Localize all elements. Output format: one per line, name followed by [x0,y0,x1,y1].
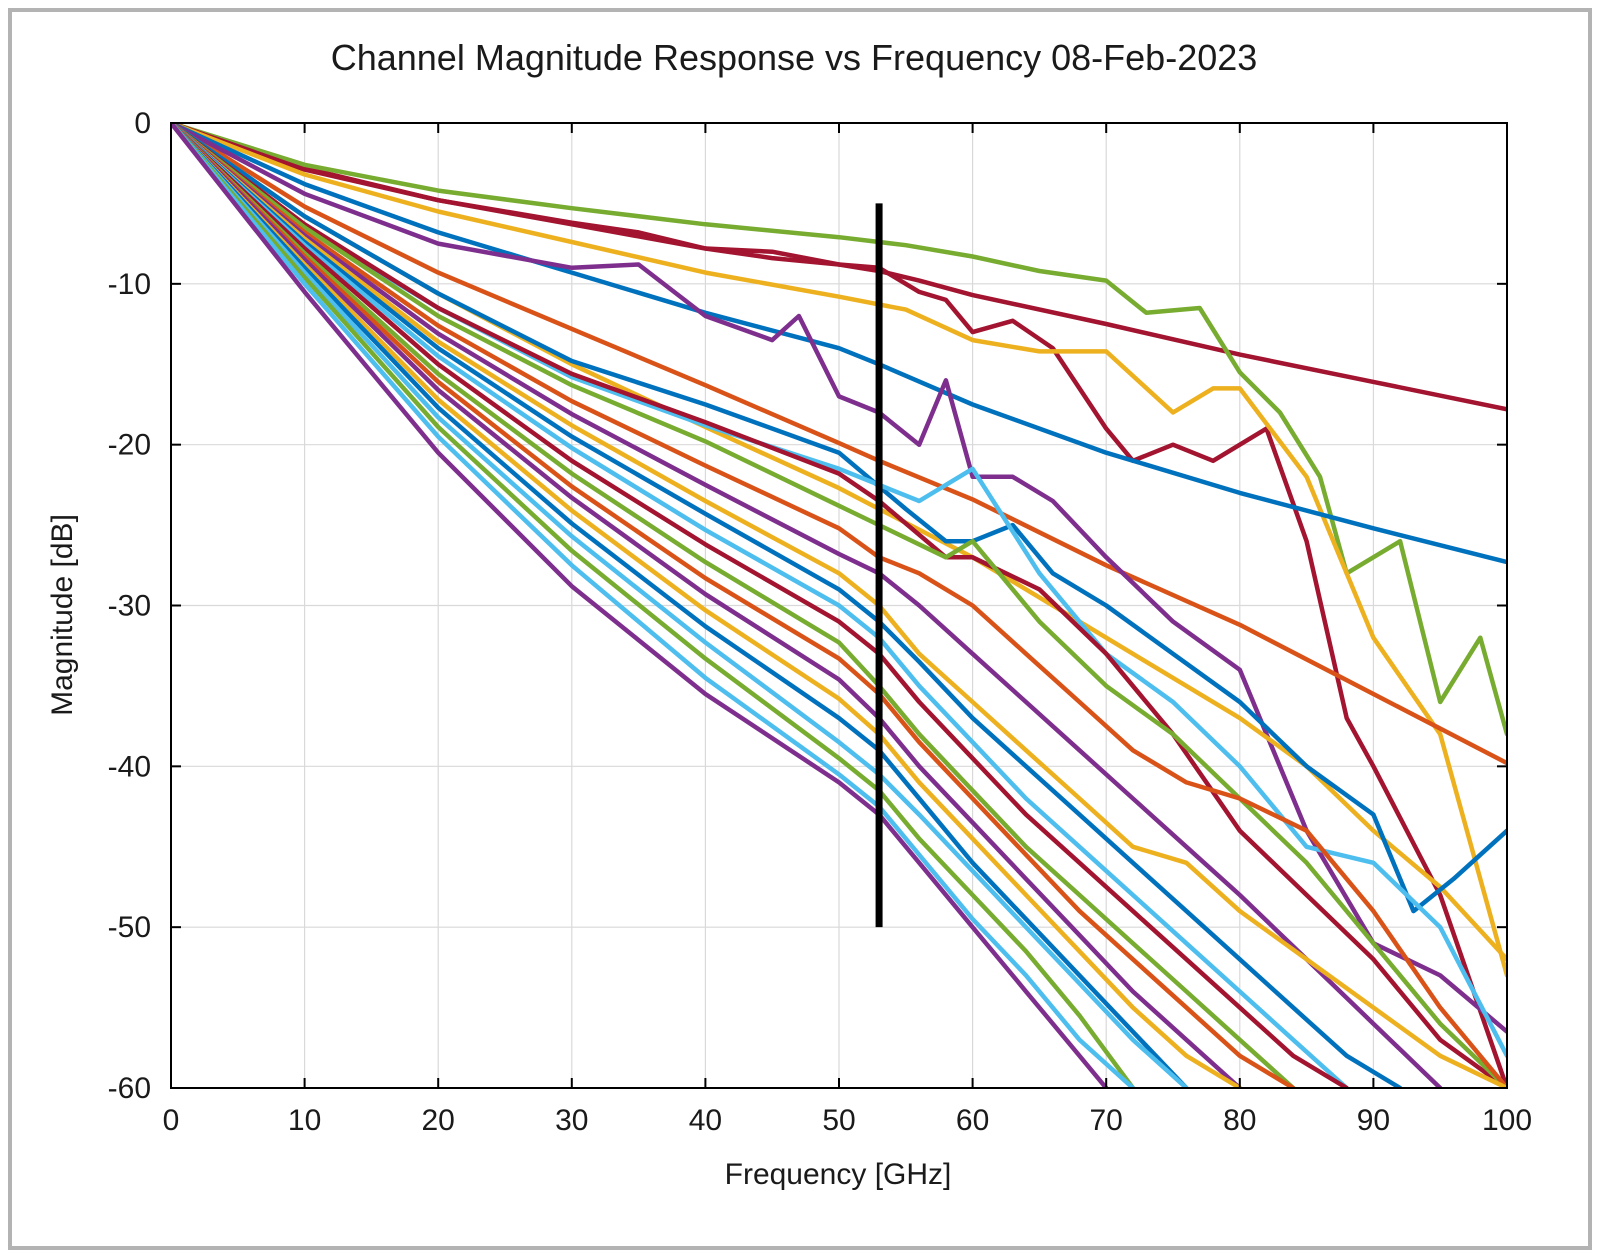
series-line-14 [171,123,1443,1088]
series-line-4 [171,123,1507,978]
x-tick-label: 0 [163,1104,180,1137]
tick-labels: 0 10 20 30 40 50 60 70 80 90 100 0 -10 -20 -30 -40 -50 -6… [108,107,1532,1137]
series-line-12 [171,123,1507,1088]
series-line-15 [171,123,1507,1088]
y-tick-label: -50 [108,911,151,944]
magnitude-response-chart: Channel Magnitude Response vs Frequency … [46,37,1532,1191]
series-line-11 [171,123,1507,1088]
x-tick-label: 20 [422,1104,455,1137]
series-line-20 [171,123,1296,1088]
series-line-21 [171,123,1243,1088]
series-line-27 [171,123,1109,1088]
series-line-5 [171,123,1507,565]
series-line-7 [171,123,1507,1034]
y-tick-label: -40 [108,750,151,783]
x-tick-label: 80 [1223,1104,1256,1137]
x-axis-label: Frequency [GHz] [725,1158,952,1191]
series-line-18 [171,123,1349,1088]
x-tick-label: 100 [1482,1104,1532,1137]
y-tick-label: -20 [108,429,151,462]
series-line-17 [171,123,1349,1088]
y-tick-label: -60 [108,1072,151,1105]
x-tick-label: 70 [1090,1104,1123,1137]
y-tick-label: -30 [108,590,151,623]
series-line-13 [171,123,1507,1088]
series-line-22 [171,123,1243,1088]
series-line-25 [171,123,1136,1088]
series-line-26 [171,123,1136,1088]
series-line-9 [171,123,1507,914]
x-tick-label: 90 [1357,1104,1390,1137]
series-line-19 [171,123,1296,1088]
series-line-2 [171,123,1507,737]
y-tick-label: 0 [134,107,151,140]
chart-frame: Channel Magnitude Response vs Frequency … [8,8,1592,1250]
y-axis-label: Magnitude [dB] [46,514,79,716]
series-group [171,123,1507,1088]
x-tick-label: 30 [555,1104,588,1137]
y-tick-label: -10 [108,268,151,301]
series-line-16 [171,123,1403,1088]
x-tick-label: 50 [822,1104,855,1137]
chart-title: Channel Magnitude Response vs Frequency … [331,37,1258,78]
series-line-6 [171,123,1507,766]
x-tick-label: 10 [288,1104,321,1137]
series-line-3 [171,123,1507,1088]
x-tick-label: 40 [689,1104,722,1137]
x-tick-label: 60 [956,1104,989,1137]
